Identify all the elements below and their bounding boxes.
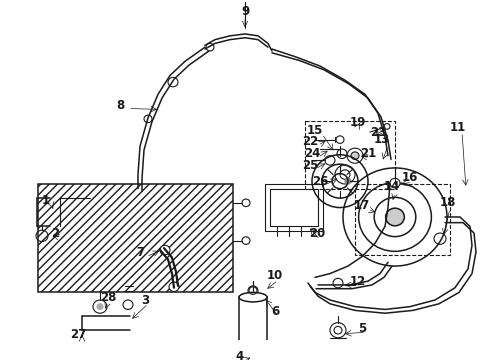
Text: 22: 22 xyxy=(302,135,318,148)
Circle shape xyxy=(248,286,258,295)
Text: 20: 20 xyxy=(309,228,325,240)
Circle shape xyxy=(97,304,103,310)
Ellipse shape xyxy=(239,349,267,359)
Text: 16: 16 xyxy=(402,171,418,184)
Text: 21: 21 xyxy=(360,147,376,160)
Text: 10: 10 xyxy=(267,269,283,282)
Bar xyxy=(38,184,233,292)
Circle shape xyxy=(144,115,152,123)
Circle shape xyxy=(351,152,359,159)
Text: 5: 5 xyxy=(358,322,366,335)
Text: 23: 23 xyxy=(370,126,386,139)
Text: 13: 13 xyxy=(374,133,390,146)
Circle shape xyxy=(168,77,178,87)
Text: 27: 27 xyxy=(70,328,86,341)
Text: 25: 25 xyxy=(302,159,318,172)
Text: 28: 28 xyxy=(100,291,116,304)
Text: 3: 3 xyxy=(141,293,149,306)
Text: 12: 12 xyxy=(350,275,366,288)
Text: 4: 4 xyxy=(236,350,244,360)
Ellipse shape xyxy=(239,292,267,302)
Text: 19: 19 xyxy=(350,116,366,129)
Bar xyxy=(305,121,395,189)
Text: 2: 2 xyxy=(51,228,59,240)
Circle shape xyxy=(169,282,179,292)
Circle shape xyxy=(333,278,343,288)
Circle shape xyxy=(206,44,214,51)
Text: 8: 8 xyxy=(116,99,124,112)
Text: 26: 26 xyxy=(312,175,328,188)
Text: 6: 6 xyxy=(271,305,279,318)
Text: 7: 7 xyxy=(136,246,144,259)
Bar xyxy=(239,297,267,354)
Circle shape xyxy=(386,208,404,226)
Circle shape xyxy=(390,178,400,188)
Text: 14: 14 xyxy=(384,180,400,193)
Bar xyxy=(270,189,318,226)
Circle shape xyxy=(160,245,170,255)
Text: 9: 9 xyxy=(241,5,249,18)
Text: 15: 15 xyxy=(307,124,323,137)
Text: 1: 1 xyxy=(42,194,50,207)
Text: 24: 24 xyxy=(304,147,320,160)
Circle shape xyxy=(345,178,351,184)
Bar xyxy=(265,184,323,231)
Text: 18: 18 xyxy=(440,196,456,210)
Text: 17: 17 xyxy=(354,199,370,212)
Bar xyxy=(355,184,450,255)
Text: 11: 11 xyxy=(450,121,466,134)
